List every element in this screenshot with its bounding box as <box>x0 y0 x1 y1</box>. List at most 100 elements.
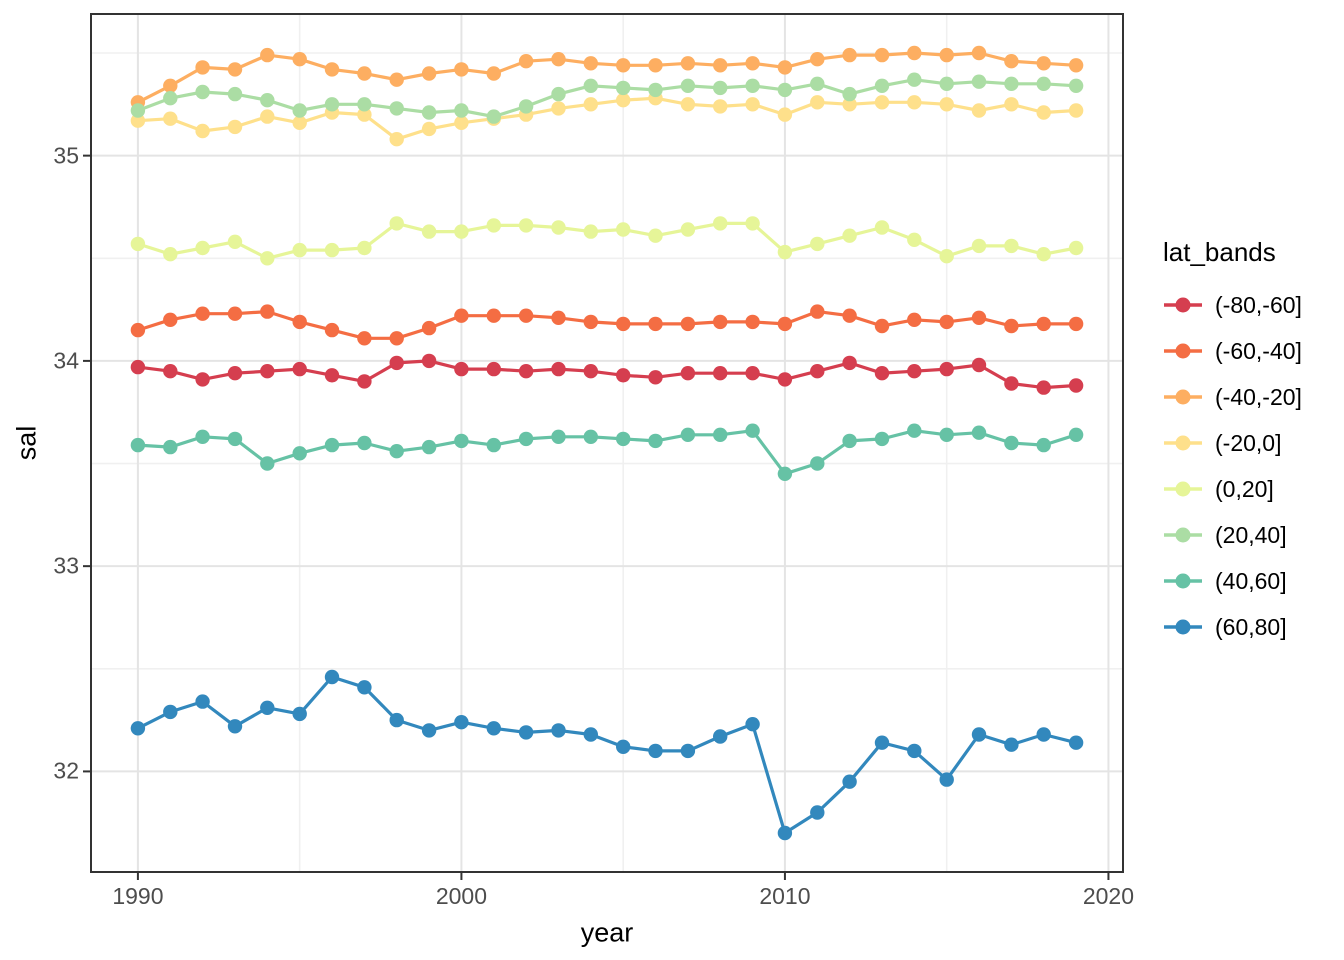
series-point-6 <box>1036 437 1051 453</box>
x-tick-label: 2010 <box>759 883 811 909</box>
series-point-0 <box>842 355 857 371</box>
series-point-6 <box>583 429 598 444</box>
series-point-5 <box>907 72 922 87</box>
series-point-2 <box>842 47 857 63</box>
x-tick-label: 2000 <box>435 883 487 909</box>
series-point-3 <box>292 115 307 130</box>
x-axis-title: year <box>580 917 634 948</box>
series-point-1 <box>777 316 793 332</box>
series-point-6 <box>292 446 307 461</box>
series-point-1 <box>648 316 663 332</box>
series-point-1 <box>357 331 372 346</box>
series-line-6 <box>136 429 1078 476</box>
series-point-0 <box>292 361 307 377</box>
series-point-4 <box>130 236 146 252</box>
series-point-2 <box>195 60 210 75</box>
series-point-2 <box>874 47 890 63</box>
series-point-0 <box>163 364 178 379</box>
legend-entry-label: (0,20] <box>1215 475 1274 502</box>
series-point-1 <box>130 322 146 338</box>
series-point-0 <box>939 361 954 377</box>
series-point-1 <box>745 314 760 330</box>
series-point-1 <box>583 314 598 330</box>
series-point-3 <box>389 132 404 147</box>
series-point-2 <box>810 52 825 67</box>
series-point-5 <box>551 86 566 102</box>
series-point-7 <box>680 743 696 759</box>
series-point-5 <box>583 78 598 94</box>
series-point-2 <box>551 52 566 67</box>
series-point-2 <box>421 66 437 81</box>
series-point-6 <box>971 425 987 440</box>
y-tick-label: 35 <box>53 142 79 169</box>
series-point-0 <box>874 366 890 381</box>
series-point-6 <box>810 456 825 471</box>
series-point-0 <box>357 374 372 389</box>
series-point-2 <box>971 45 987 61</box>
series-point-4 <box>421 224 437 239</box>
series-point-0 <box>486 361 501 377</box>
series-point-2 <box>292 52 307 67</box>
series-point-4 <box>260 251 275 266</box>
series-point-6 <box>648 433 663 449</box>
series-point-7 <box>616 739 631 754</box>
series-point-5 <box>227 86 243 102</box>
panel-border <box>90 13 1124 873</box>
series-point-4 <box>907 232 922 247</box>
series-point-4 <box>616 222 631 237</box>
legend-entry: (60,80] <box>1163 604 1302 650</box>
series-point-3 <box>130 113 146 128</box>
series-point-3 <box>421 121 437 137</box>
series-point-4 <box>227 234 243 249</box>
y-tick-label: 34 <box>53 347 79 374</box>
legend: lat_bands (-80,-60] (-60,-40] (-40,-20] (-2… <box>1163 238 1302 650</box>
series-point-6 <box>616 431 631 447</box>
series-point-5 <box>454 103 469 118</box>
legend-key-icon <box>1164 481 1202 497</box>
series-point-1 <box>195 306 210 321</box>
series-point-4 <box>842 228 857 243</box>
series-point-0 <box>680 366 696 381</box>
series-point-7 <box>713 729 728 744</box>
series-point-6 <box>713 427 728 442</box>
series-point-2 <box>389 72 404 87</box>
series-point-1 <box>971 310 987 325</box>
series-point-1 <box>1068 316 1084 332</box>
series-point-5 <box>389 101 404 116</box>
series-point-2 <box>324 62 340 77</box>
series-point-6 <box>227 431 243 447</box>
series-point-7 <box>421 723 437 738</box>
series-point-1 <box>163 312 178 327</box>
series-point-5 <box>1068 78 1084 94</box>
series-point-7 <box>551 723 566 738</box>
series-point-6 <box>454 433 469 449</box>
series-point-1 <box>292 314 307 330</box>
series-point-3 <box>939 97 954 112</box>
legend-key-icon <box>1164 573 1202 589</box>
series-point-7 <box>874 735 890 750</box>
legend-entry: (0,20] <box>1163 466 1302 512</box>
series-point-7 <box>971 727 987 742</box>
series-point-0 <box>130 359 146 375</box>
series-point-4 <box>292 242 307 258</box>
series-point-2 <box>907 45 922 61</box>
series-point-5 <box>971 74 987 89</box>
series-point-5 <box>842 86 857 102</box>
legend-key-icon <box>1164 389 1202 405</box>
series-point-5 <box>357 97 372 112</box>
series-point-4 <box>195 240 210 256</box>
series-point-4 <box>324 242 340 258</box>
series-point-3 <box>842 97 857 112</box>
series-point-0 <box>648 370 663 385</box>
series-point-1 <box>260 304 275 319</box>
series-point-0 <box>227 366 243 381</box>
series-point-3 <box>454 115 469 130</box>
series-point-3 <box>357 107 372 122</box>
series-point-0 <box>583 364 598 379</box>
series-point-1 <box>874 318 890 334</box>
series-point-1 <box>939 314 954 330</box>
series-point-2 <box>163 78 178 94</box>
series-point-4 <box>486 218 501 233</box>
series-point-6 <box>260 456 275 471</box>
